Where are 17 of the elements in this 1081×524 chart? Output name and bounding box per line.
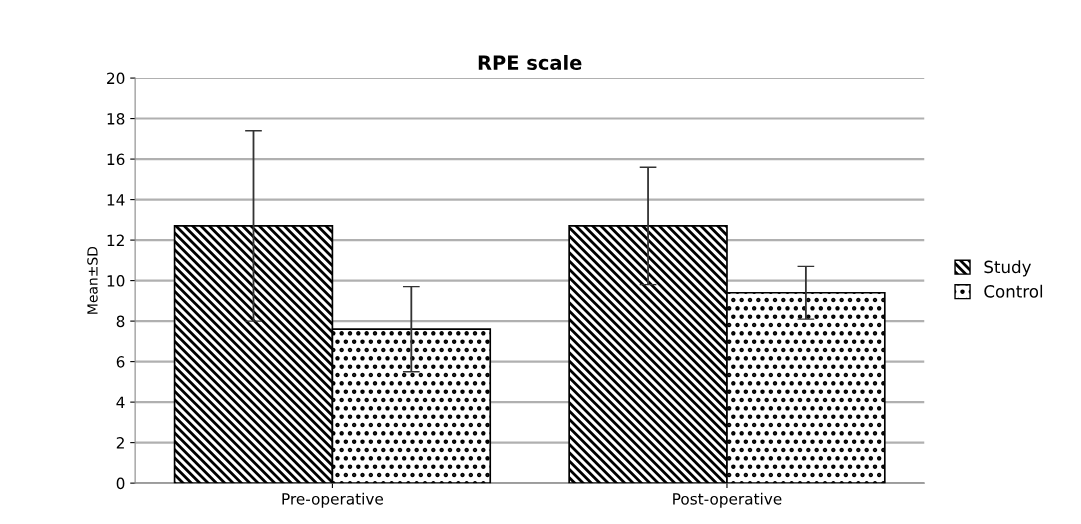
y-tick-label: 14 xyxy=(107,194,125,206)
legend-label: Study xyxy=(984,260,1031,277)
y-tick-label: 6 xyxy=(116,356,125,368)
x-tick-label: Post-operative xyxy=(673,492,782,508)
y-tick-label: 16 xyxy=(107,153,125,166)
y-tick-label: 8 xyxy=(116,315,125,328)
chart-title: RPE scale xyxy=(478,54,582,71)
y-tick-label: 18 xyxy=(107,113,125,125)
y-tick-label: 20 xyxy=(107,72,125,85)
legend-label: Control xyxy=(984,284,1043,298)
y-tick-label: 2 xyxy=(116,437,124,449)
y-tick-label: 0 xyxy=(116,477,125,490)
y-tick-label: 12 xyxy=(107,234,124,246)
y-tick-label: 10 xyxy=(107,275,125,287)
y-axis-title: Mean±SD xyxy=(87,246,98,314)
x-tick-label: Pre-operative xyxy=(282,492,384,508)
y-tick-label: 4 xyxy=(116,396,125,408)
